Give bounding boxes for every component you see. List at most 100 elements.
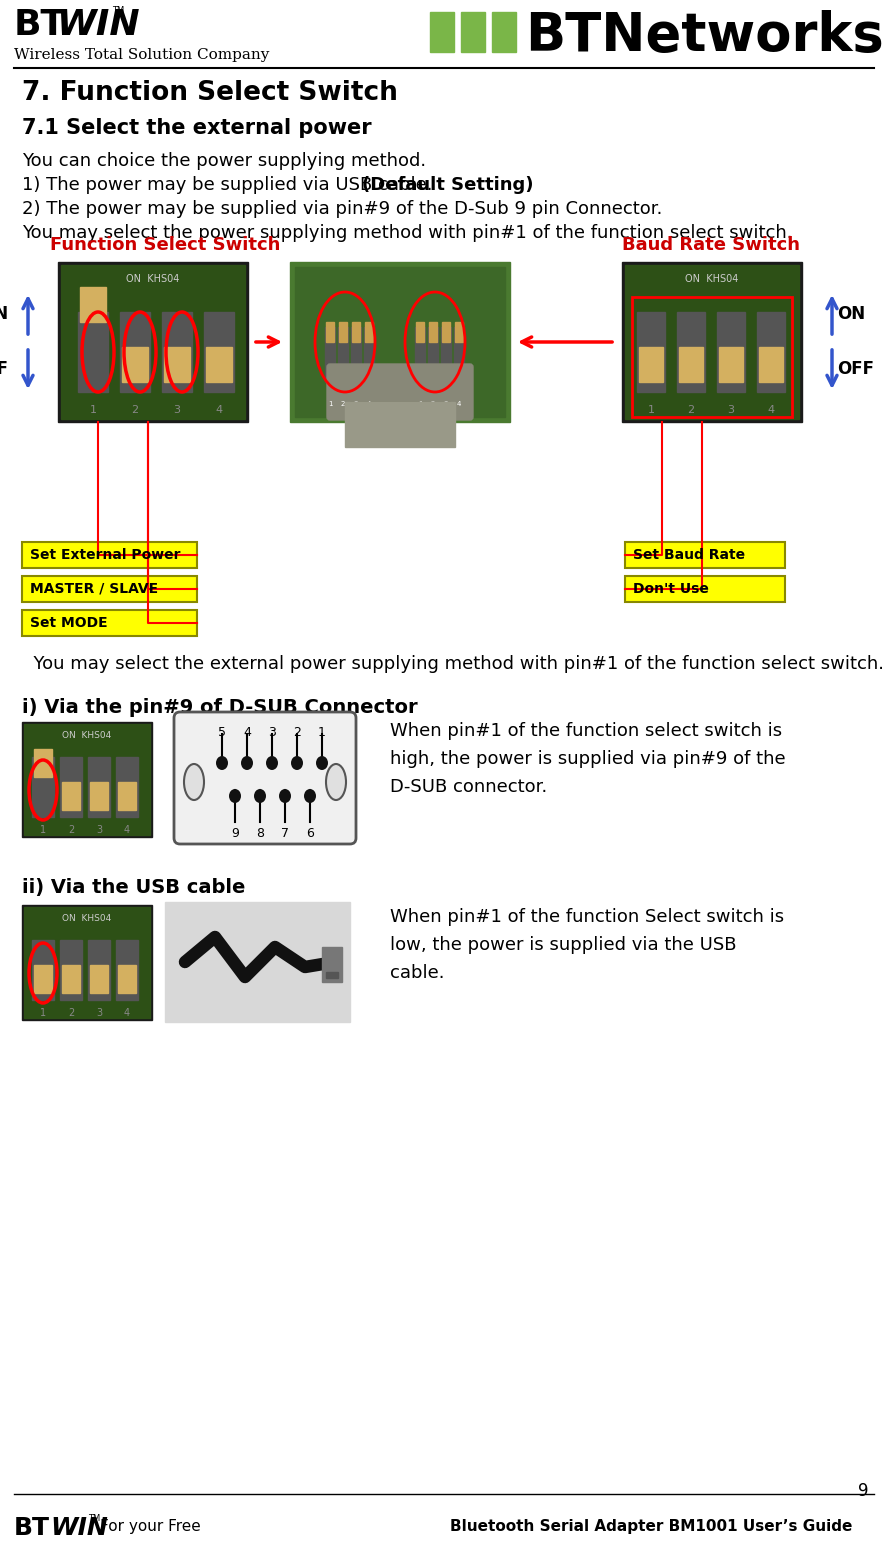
Bar [325,326,335,382]
Text: ON  KHS04: ON KHS04 [62,914,112,923]
Text: 4: 4 [367,401,371,407]
Bar [679,347,703,382]
Text: ON  KHS04: ON KHS04 [126,274,179,284]
Bar [120,312,150,392]
Text: WIN: WIN [50,1517,107,1540]
Text: 9: 9 [858,1483,868,1500]
Bar [455,322,463,342]
Bar [204,312,234,392]
Ellipse shape [304,789,316,803]
Bar [32,940,54,1001]
Ellipse shape [254,789,266,803]
Text: Function Select Switch: Function Select Switch [50,236,281,253]
Bar [717,312,745,392]
Ellipse shape [241,755,253,769]
Text: You may select the power supplying method with pin#1 of the function select swit: You may select the power supplying metho… [22,224,792,242]
Text: You may select the external power supplying method with pin#1 of the function se: You may select the external power supply… [22,654,884,673]
Bar [122,347,148,382]
Text: 1: 1 [647,406,654,415]
Text: 7: 7 [281,827,289,841]
Bar [118,782,136,810]
Text: 1: 1 [318,726,326,740]
Text: Set External Power: Set External Power [30,549,180,563]
Text: 2: 2 [67,1009,74,1018]
Text: cable.: cable. [390,963,445,982]
Text: BT: BT [14,1517,50,1540]
Text: Baud Rate Switch: Baud Rate Switch [622,236,800,253]
Bar [295,267,505,416]
Bar [162,312,192,392]
FancyBboxPatch shape [22,542,197,569]
Bar [165,901,350,1023]
Text: 2: 2 [67,825,74,834]
Text: BTNetworks: BTNetworks [525,9,884,62]
Bar [351,326,361,382]
Text: 3: 3 [727,406,734,415]
Text: 4: 4 [124,1009,130,1018]
Text: D-SUB connector.: D-SUB connector. [390,779,547,796]
Text: 2: 2 [431,401,435,407]
Text: 3: 3 [268,726,276,740]
Bar [637,312,665,392]
FancyBboxPatch shape [327,364,473,420]
Bar [60,757,82,817]
Text: 4: 4 [456,401,461,407]
Bar [365,322,373,342]
Bar [339,322,347,342]
FancyBboxPatch shape [625,542,785,569]
Bar [58,263,248,423]
Bar [622,263,802,423]
Text: Bluetooth Serial Adapter BM1001 User’s Guide: Bluetooth Serial Adapter BM1001 User’s G… [450,1518,852,1534]
Bar [61,266,245,420]
Bar [492,12,516,51]
Bar [62,965,80,993]
Text: Wireless Total Solution Company: Wireless Total Solution Company [14,48,269,62]
Bar [326,971,338,977]
Bar [24,724,150,834]
Bar [34,749,52,777]
Bar [428,326,438,382]
Bar [24,908,150,1018]
Text: TM: TM [88,1514,100,1523]
Bar [757,312,785,392]
Bar [429,322,437,342]
Bar [116,940,138,1001]
Text: high, the power is supplied via pin#9 of the: high, the power is supplied via pin#9 of… [390,751,786,768]
Ellipse shape [266,755,278,769]
Ellipse shape [216,755,228,769]
Bar [625,266,799,420]
Text: 4: 4 [216,406,223,415]
Text: 2: 2 [131,406,139,415]
Bar [88,940,110,1001]
Text: 1) The power may be supplied via USB cable.: 1) The power may be supplied via USB cab… [22,176,439,194]
Bar [164,347,190,382]
Text: ON  KHS04: ON KHS04 [62,730,112,740]
Bar [441,326,451,382]
Bar [90,782,108,810]
Text: 4: 4 [243,726,251,740]
Bar [118,965,136,993]
Bar [90,965,108,993]
Text: When pin#1 of the function select switch is: When pin#1 of the function select switch… [390,723,782,740]
FancyBboxPatch shape [625,577,785,601]
Bar [461,12,485,51]
Ellipse shape [229,789,241,803]
Text: MASTER / SLAVE: MASTER / SLAVE [30,583,158,597]
Bar [78,312,108,392]
Bar [350,402,450,432]
Text: 4: 4 [767,406,774,415]
Text: 5: 5 [218,726,226,740]
Text: ON  KHS04: ON KHS04 [686,274,739,284]
FancyBboxPatch shape [22,611,197,636]
Text: When pin#1 of the function Select switch is: When pin#1 of the function Select switch… [390,908,784,926]
FancyBboxPatch shape [174,712,356,844]
Text: 6: 6 [306,827,314,841]
Text: OFF: OFF [0,361,8,378]
Text: 1: 1 [417,401,423,407]
Text: ON: ON [0,305,8,323]
Text: 3: 3 [96,1009,102,1018]
Text: (Default Setting): (Default Setting) [362,176,534,194]
Text: 3: 3 [353,401,358,407]
Text: You can choice the power supplying method.: You can choice the power supplying metho… [22,152,426,169]
Text: 7. Function Select Switch: 7. Function Select Switch [22,79,398,106]
